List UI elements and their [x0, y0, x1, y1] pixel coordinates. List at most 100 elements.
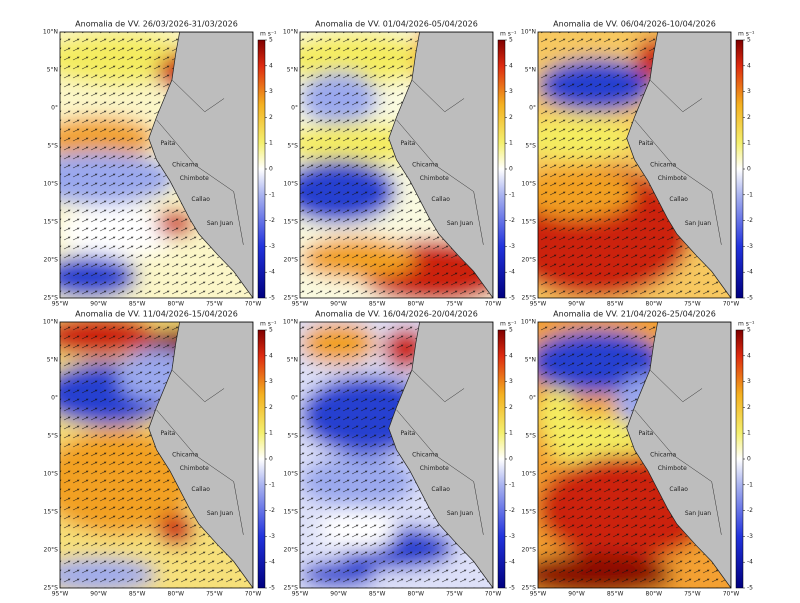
x-tick-label: 85°W	[607, 301, 624, 308]
y-tick-label: 15°S	[284, 509, 299, 516]
panel-title: Anomalia de VV. 11/04/2026-15/04/2026	[75, 310, 238, 319]
colorbar	[257, 39, 266, 299]
place-label: San Juan	[447, 510, 473, 517]
y-tick-label: 25°S	[522, 295, 537, 302]
map-panel: Paita Chicama Chimbote Callao San Juan Anomal…	[521, 20, 755, 308]
y-tick-label: 0°	[529, 395, 536, 402]
colorbar-tick-label: 2	[747, 114, 751, 121]
colorbar	[257, 329, 266, 589]
place-label: Chimbote	[658, 175, 687, 182]
borders	[156, 79, 244, 245]
panel-title: Anomalia de VV. 26/03/2026-31/03/2026	[75, 20, 238, 29]
x-tick-label: 85°W	[129, 301, 146, 308]
y-tick-label: 10°S	[522, 471, 537, 478]
colorbar-tick-label: 1	[747, 140, 751, 147]
colorbar-tick-label: 4	[747, 352, 751, 359]
x-tick-label: 75°W	[446, 301, 463, 308]
place-label: San Juan	[447, 220, 473, 227]
place-label: Paita	[401, 140, 416, 147]
x-tick-label: 80°W	[646, 301, 663, 308]
x-tick-label: 70°W	[245, 301, 262, 308]
colorbar-tick-label: -1	[747, 481, 753, 488]
x-tick-label: 95°W	[530, 301, 547, 308]
place-label: Paita	[639, 430, 654, 437]
x-tick-label: 95°W	[292, 591, 309, 598]
x-tick-label: 70°W	[723, 591, 740, 598]
borders	[396, 369, 484, 535]
y-tick-label: 10°S	[44, 181, 59, 188]
colorbar-tick-label: 0	[509, 456, 513, 463]
place-label: Chimbote	[180, 465, 209, 472]
x-tick-label: 75°W	[684, 591, 701, 598]
colorbar-tick-label: -2	[747, 217, 753, 224]
place-label: Chicama	[172, 162, 198, 169]
colorbar-tick-label: 5	[747, 37, 751, 44]
place-label: Callao	[431, 196, 450, 203]
place-label: Callao	[669, 486, 688, 493]
colorbar-tick-label: 1	[269, 140, 273, 147]
colorbar-tick-label: -3	[509, 243, 515, 250]
map-field: Paita Chicama Chimbote Callao San Juan	[538, 322, 731, 588]
colorbar-tick-label: 5	[509, 327, 513, 334]
land	[626, 322, 731, 588]
colorbar-tick-label: -4	[269, 559, 275, 566]
colorbar-tick-label: -3	[747, 533, 753, 540]
place-label: Chicama	[650, 162, 676, 169]
colorbar-tick-label: 4	[269, 352, 273, 359]
x-tick-label: 90°W	[568, 591, 585, 598]
colorbar-tick-label: 0	[509, 166, 513, 173]
colorbar-tick-label: -1	[509, 481, 515, 488]
colorbar-unit: m s⁻¹	[260, 321, 277, 328]
y-tick-label: 10°S	[44, 471, 59, 478]
x-tick-label: 70°W	[723, 301, 740, 308]
land	[148, 322, 253, 588]
panel-title: Anomalia de VV. 16/04/2026-20/04/2026	[315, 310, 478, 319]
x-tick-label: 90°W	[330, 301, 347, 308]
colorbar-tick-label: -5	[269, 295, 275, 302]
y-tick-label: 10°N	[521, 319, 536, 326]
place-label: Chimbote	[420, 465, 449, 472]
y-tick-label: 10°N	[43, 29, 58, 36]
x-tick-label: 70°W	[485, 591, 502, 598]
panel-title: Anomalia de VV. 06/04/2026-10/04/2026	[553, 20, 716, 29]
place-label: San Juan	[685, 220, 711, 227]
y-tick-label: 5°N	[525, 357, 536, 364]
colorbar-tick-label: -4	[269, 269, 275, 276]
x-tick-label: 70°W	[245, 591, 262, 598]
colorbar-tick-label: 3	[747, 88, 751, 95]
x-tick-label: 75°W	[446, 591, 463, 598]
land	[626, 32, 731, 298]
x-tick-label: 80°W	[646, 591, 663, 598]
y-tick-label: 25°S	[284, 295, 299, 302]
y-tick-label: 20°S	[522, 547, 537, 554]
map-panel: Paita Chicama Chimbote Callao San Juan Anomal…	[283, 310, 517, 598]
colorbar-tick-label: 2	[509, 404, 513, 411]
panel-title: Anomalia de VV. 01/04/2026-05/04/2026	[315, 20, 478, 29]
colorbar-tick-label: 0	[747, 166, 751, 173]
colorbar-tick-label: -1	[509, 191, 515, 198]
y-tick-label: 10°N	[283, 29, 298, 36]
colorbar	[497, 329, 506, 589]
place-label: Callao	[669, 196, 688, 203]
x-tick-label: 95°W	[52, 301, 69, 308]
map-panel: Paita Chicama Chimbote Callao San Juan Anomal…	[43, 20, 277, 308]
y-tick-label: 0°	[51, 395, 58, 402]
place-label: Chicama	[172, 452, 198, 459]
borders	[634, 369, 722, 535]
colorbar-tick-label: -2	[509, 507, 515, 514]
colorbar-tick-label: 1	[269, 430, 273, 437]
colorbar	[735, 329, 744, 589]
colorbar-tick-label: -5	[747, 295, 753, 302]
y-tick-label: 15°S	[522, 509, 537, 516]
map-frame	[59, 321, 254, 589]
colorbar	[497, 39, 506, 299]
y-tick-label: 5°N	[287, 357, 298, 364]
y-tick-label: 10°N	[521, 29, 536, 36]
map-frame	[537, 321, 732, 589]
y-tick-label: 10°S	[284, 181, 299, 188]
y-tick-label: 15°S	[44, 509, 59, 516]
place-label: Chicama	[412, 162, 438, 169]
colorbar-tick-label: -4	[509, 559, 515, 566]
place-label: Paita	[161, 140, 176, 147]
place-label: Chimbote	[180, 175, 209, 182]
